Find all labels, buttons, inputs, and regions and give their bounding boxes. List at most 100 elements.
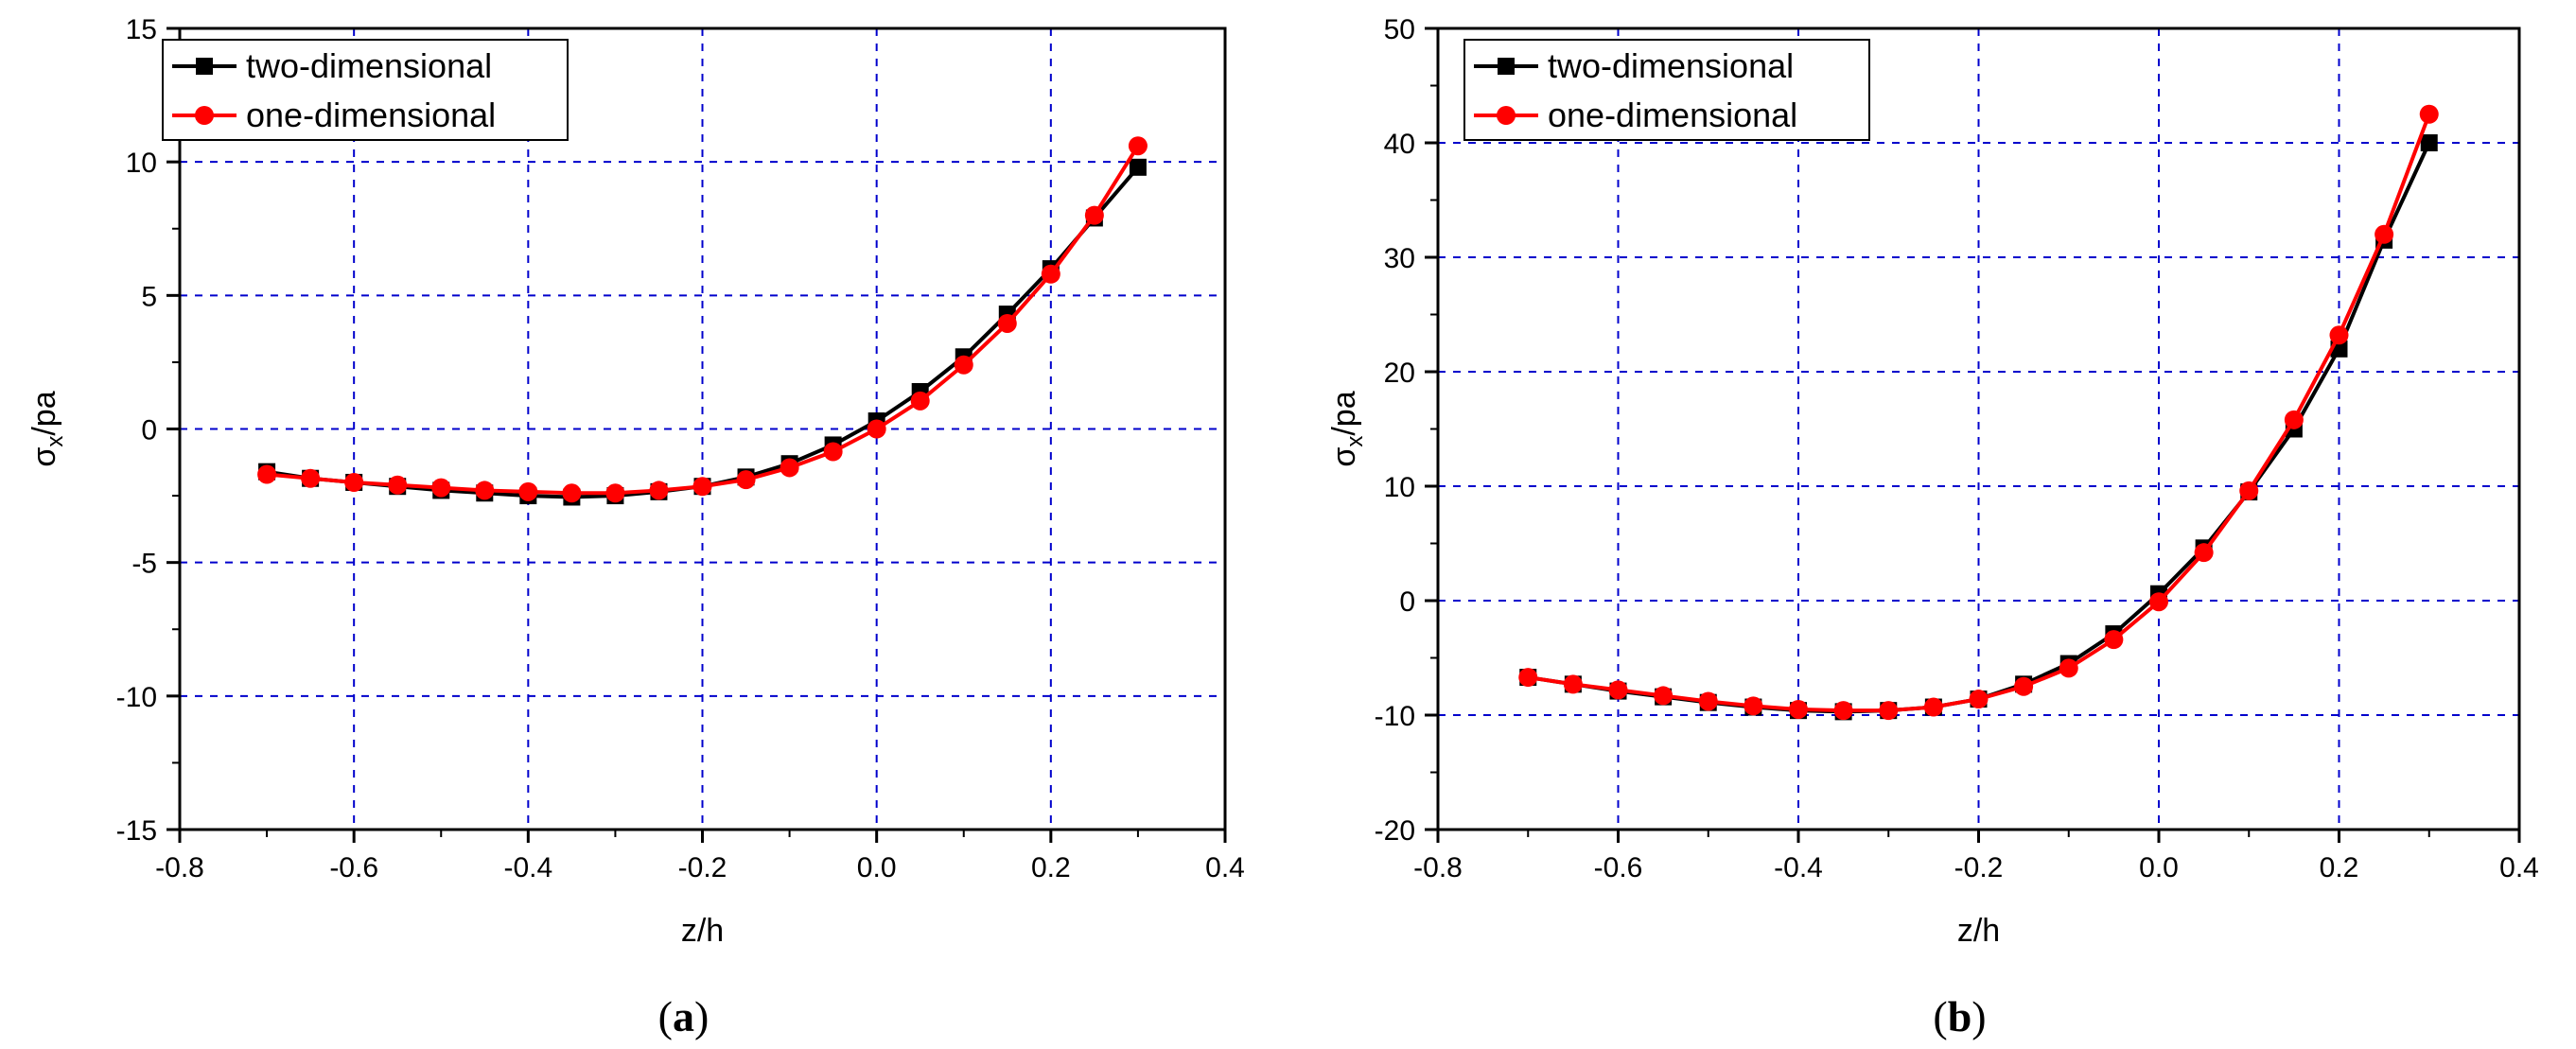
data-point — [1969, 690, 1989, 709]
data-point — [1923, 697, 1943, 717]
data-point — [736, 470, 756, 490]
x-axis: -0.8 -0.6 -0.4 -0.2 0.0 0.2 0.4 — [155, 830, 1245, 883]
data-point — [1698, 691, 1718, 711]
y-tick-label: 15 — [126, 14, 157, 45]
data-point — [692, 477, 712, 497]
data-point — [1128, 136, 1148, 156]
data-point — [475, 481, 495, 500]
data-point — [2419, 104, 2439, 124]
data-point — [1608, 680, 1628, 700]
legend-label: one-dimensional — [246, 96, 496, 134]
x-tick-label: -0.6 — [329, 852, 378, 883]
panel-caption: (a) — [658, 992, 710, 1040]
data-point — [2420, 134, 2438, 151]
y-axis-label: σx/pa — [1326, 391, 1368, 466]
data-point — [2059, 658, 2078, 678]
data-point — [867, 419, 886, 439]
x-tick-label: 0.0 — [2139, 852, 2179, 883]
data-point — [1129, 158, 1147, 176]
legend-marker — [1498, 58, 1515, 75]
x-tick-label: -0.4 — [1774, 852, 1823, 883]
x-tick-label: -0.2 — [678, 852, 727, 883]
series-one-dimensional — [257, 136, 1148, 503]
y-tick-label: -10 — [116, 682, 157, 713]
data-point — [2149, 592, 2168, 612]
x-tick-label: 0.2 — [2320, 852, 2359, 883]
x-tick-label: -0.8 — [155, 852, 204, 883]
y-tick-label: 5 — [141, 281, 157, 312]
y-tick-label: -5 — [131, 549, 157, 580]
data-point — [1041, 264, 1060, 284]
data-point — [823, 442, 843, 462]
x-tick-label: -0.4 — [503, 852, 552, 883]
legend-marker — [195, 106, 214, 125]
data-point — [562, 483, 582, 503]
chart-panel-b: -0.8 -0.6 -0.4 -0.2 0.0 0.2 0.4 -20 -10 0 10 20 30 40… — [1326, 14, 2539, 1040]
x-tick-label: 0.4 — [1205, 852, 1245, 883]
y-tick-label: 20 — [1384, 358, 1415, 389]
y-axis: -20 -10 0 10 20 30 40 50 — [1375, 14, 1438, 847]
data-point — [388, 475, 408, 495]
grid-lines — [180, 28, 1225, 830]
data-point — [910, 391, 930, 411]
data-point — [605, 483, 625, 503]
y-tick-label: 0 — [141, 415, 157, 446]
x-tick-label: -0.2 — [1954, 852, 2004, 883]
y-tick-label: -20 — [1375, 815, 1415, 847]
data-point — [301, 468, 321, 488]
data-point — [1563, 674, 1583, 694]
panel-caption: (b) — [1933, 992, 1986, 1040]
legend-marker — [1497, 106, 1516, 125]
y-tick-label: 40 — [1384, 129, 1415, 160]
legend-marker — [196, 58, 213, 75]
legend-box — [162, 39, 569, 141]
data-point — [780, 458, 799, 478]
legend: two-dimensional one-dimensional — [162, 39, 569, 141]
x-axis-label: z/h — [681, 913, 724, 949]
y-tick-label: 0 — [1399, 586, 1415, 618]
legend: two-dimensional one-dimensional — [1463, 39, 1870, 141]
data-point — [1833, 701, 1853, 721]
legend-label: two-dimensional — [1548, 46, 1794, 85]
y-axis: -15 -10 -5 0 5 10 15 — [116, 14, 180, 847]
data-point — [1084, 205, 1104, 225]
data-point — [2104, 630, 2124, 650]
legend-label: one-dimensional — [1548, 96, 1797, 134]
data-point — [1654, 686, 1674, 706]
grid-lines — [1438, 28, 2519, 830]
x-tick-label: 0.2 — [1031, 852, 1071, 883]
data-point — [518, 481, 538, 501]
data-point — [954, 355, 973, 375]
data-point — [257, 464, 277, 484]
data-point — [1744, 696, 1763, 716]
y-axis-label: σx/pa — [26, 391, 68, 466]
data-point — [1879, 701, 1899, 721]
y-tick-label: -10 — [1375, 701, 1415, 732]
x-tick-label: 0.4 — [2499, 852, 2539, 883]
y-tick-label: 30 — [1384, 243, 1415, 274]
chart-panel-a: -0.8 -0.6 -0.4 -0.2 0.0 0.2 0.4 -15 -10 -5 0 5 10 15 z… — [26, 14, 1245, 1040]
data-point — [2239, 481, 2259, 500]
data-point — [2014, 676, 2034, 696]
x-tick-label: 0.0 — [857, 852, 897, 883]
data-point — [997, 313, 1017, 333]
data-point — [649, 481, 669, 500]
y-tick-label: 10 — [1384, 472, 1415, 503]
data-point — [2284, 410, 2304, 429]
legend-box — [1463, 39, 1870, 141]
x-axis: -0.8 -0.6 -0.4 -0.2 0.0 0.2 0.4 — [1413, 830, 2539, 883]
series-one-dimensional — [1518, 104, 2439, 721]
data-point — [431, 478, 451, 498]
data-point — [1789, 699, 1808, 719]
x-axis-label: z/h — [1957, 913, 2000, 949]
y-tick-label: -15 — [116, 815, 157, 847]
legend-label: two-dimensional — [246, 46, 492, 85]
data-point — [1518, 668, 1538, 688]
y-tick-label: 10 — [126, 148, 157, 179]
data-point — [344, 472, 364, 492]
x-tick-label: -0.8 — [1413, 852, 1463, 883]
data-point — [2329, 325, 2349, 345]
data-point — [2374, 224, 2394, 244]
data-point — [2194, 543, 2214, 563]
